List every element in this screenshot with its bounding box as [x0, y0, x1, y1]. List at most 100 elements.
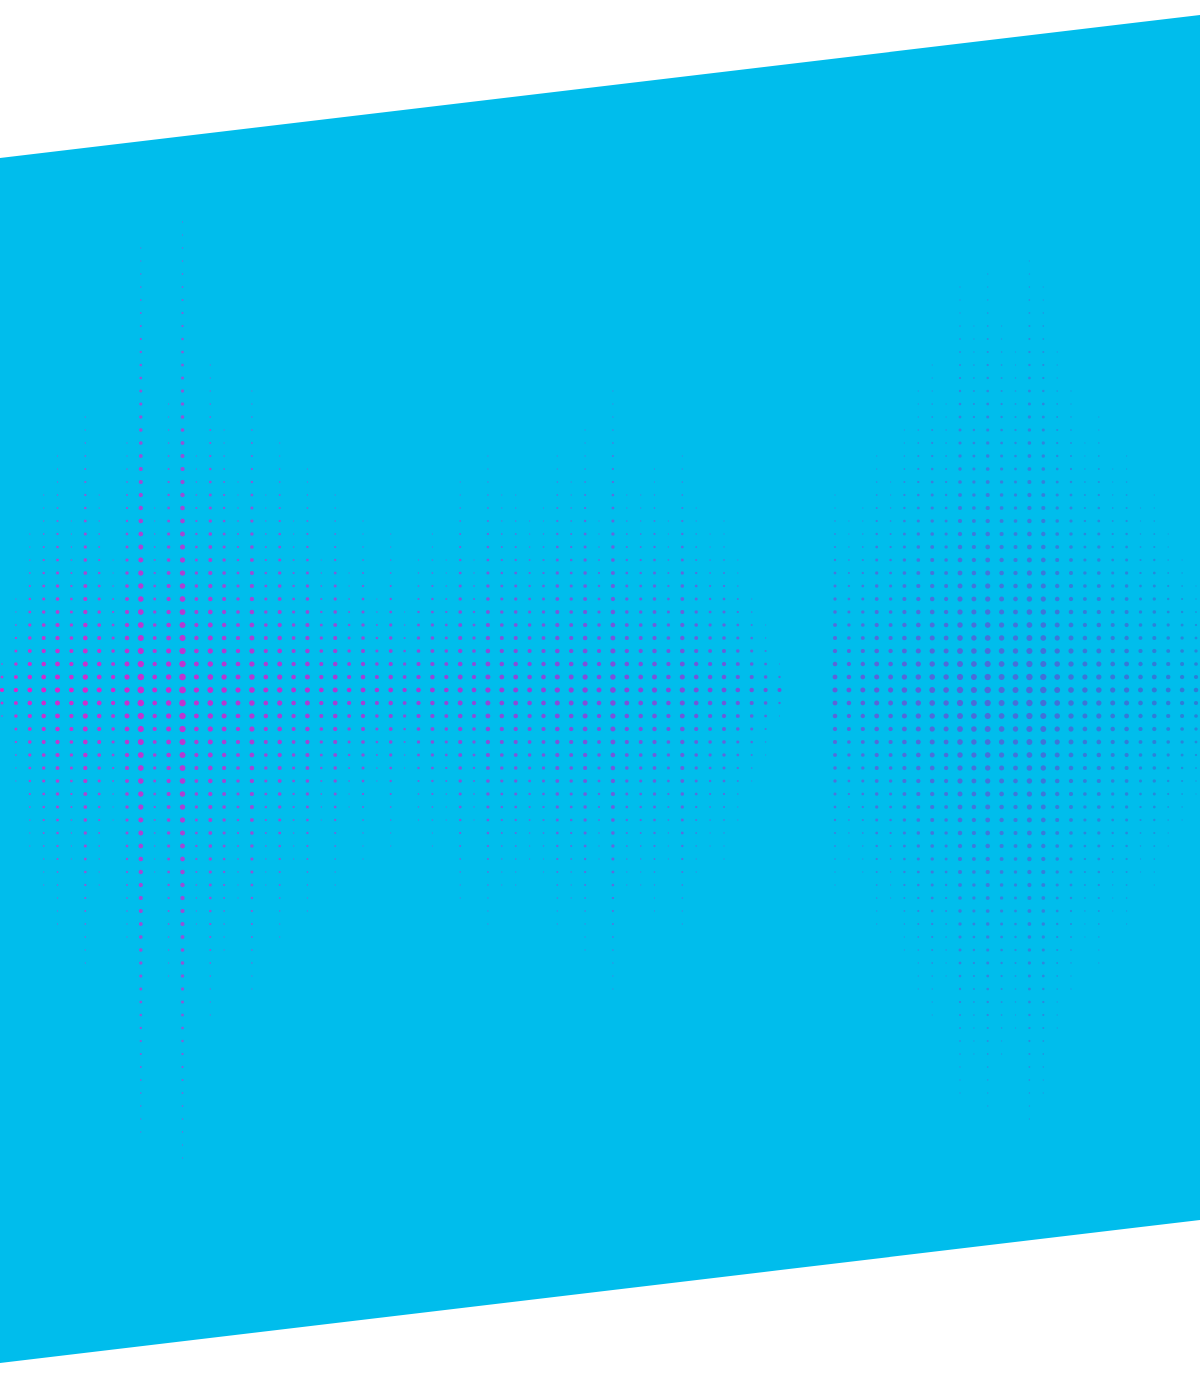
halftone-dot [666, 766, 670, 770]
halftone-dot [125, 571, 129, 575]
halftone-dot [485, 687, 491, 693]
halftone-dot [915, 687, 922, 693]
halftone-dot [652, 635, 657, 641]
halftone-dot [333, 597, 337, 601]
halftone-dot [903, 468, 906, 470]
halftone-dot [861, 610, 865, 614]
halftone-dot [458, 623, 463, 627]
halftone-dot [320, 766, 323, 770]
halftone-dot [611, 519, 615, 523]
halftone-dot [723, 845, 725, 847]
halftone-dot [848, 819, 850, 821]
halftone-dot [653, 481, 656, 483]
halftone-dot [723, 546, 725, 548]
halftone-dot [417, 806, 420, 808]
halftone-dot [28, 766, 32, 770]
halftone-dot [1014, 962, 1017, 964]
halftone-dot [598, 845, 600, 847]
halftone-dot [305, 792, 309, 796]
halftone-dot [125, 532, 129, 536]
halftone-dot [1083, 831, 1087, 835]
halftone-dot [639, 832, 642, 834]
halftone-dot [610, 661, 616, 667]
halftone-dot [625, 831, 628, 835]
halftone-dot [513, 648, 518, 654]
halftone-dot [959, 312, 961, 314]
halftone-dot [582, 739, 588, 745]
halftone-dot [111, 636, 115, 640]
halftone-dot [166, 635, 171, 641]
halftone-dot [860, 661, 865, 667]
halftone-dot [930, 883, 934, 887]
halftone-dot [915, 752, 921, 758]
halftone-dot [82, 700, 88, 706]
halftone-dot [1069, 506, 1073, 510]
halftone-dot [361, 571, 365, 575]
halftone-dot [459, 507, 461, 509]
halftone-dot [1012, 648, 1019, 654]
halftone-dot [138, 544, 144, 550]
halftone-dot [570, 884, 572, 886]
halftone-dot [1042, 325, 1045, 327]
halftone-dot [13, 687, 19, 693]
halftone-dot [958, 428, 962, 432]
halftone-dot [945, 429, 947, 431]
halftone-dot [1068, 674, 1074, 680]
halftone-dot [181, 376, 184, 380]
halftone-dot [956, 686, 964, 694]
halftone-dot [695, 871, 697, 873]
halftone-dot [680, 558, 684, 562]
halftone-dot [209, 975, 212, 977]
halftone-dot [112, 793, 114, 795]
halftone-dot [1012, 713, 1019, 719]
halftone-dot [1166, 779, 1170, 783]
halftone-dot [1097, 468, 1100, 470]
halftone-dot [347, 714, 351, 718]
halftone-dot [541, 753, 546, 757]
halftone-dot [137, 686, 145, 694]
halftone-dot [458, 558, 462, 562]
halftone-dot [1084, 897, 1086, 899]
halftone-dot [348, 585, 350, 587]
halftone-dot [583, 571, 587, 575]
halftone-dot [958, 922, 962, 926]
halftone-dot [96, 713, 102, 719]
halftone-dot [832, 687, 838, 693]
halftone-dot [957, 739, 963, 745]
halftone-dot [847, 766, 851, 770]
halftone-dot [55, 571, 60, 575]
halftone-dot [166, 792, 171, 796]
halftone-dot [111, 662, 116, 666]
halftone-dot [139, 350, 143, 354]
halftone-dot [652, 661, 657, 667]
halftone-dot [332, 674, 338, 680]
halftone-dot [1125, 571, 1129, 575]
halftone-dot [153, 792, 157, 796]
halftone-dot [652, 584, 657, 588]
halftone-dot [249, 752, 255, 758]
halftone-dot [1139, 818, 1142, 822]
halftone-dot [610, 687, 616, 693]
halftone-dot [1054, 635, 1060, 641]
halftone-dot [554, 726, 560, 732]
halftone-dot [723, 819, 725, 821]
halftone-dot [83, 844, 87, 848]
halftone-dot [1014, 1027, 1017, 1029]
halftone-dot [597, 636, 601, 640]
halftone-dot [890, 897, 892, 899]
halftone-dot [832, 726, 838, 732]
halftone-dot [251, 988, 253, 990]
halftone-dot [472, 636, 476, 640]
halftone-dot [1082, 674, 1088, 680]
halftone-dot [458, 635, 463, 641]
halftone-dot [1180, 740, 1184, 744]
halftone-dot [82, 687, 89, 693]
halftone-dot [1056, 935, 1059, 939]
halftone-dot [97, 753, 102, 757]
halftone-dot [181, 1131, 184, 1133]
halftone-dot [1040, 739, 1047, 745]
halftone-dot [1026, 752, 1033, 758]
halftone-dot [179, 738, 186, 746]
halftone-dot [264, 533, 267, 535]
halftone-dot [222, 818, 226, 822]
